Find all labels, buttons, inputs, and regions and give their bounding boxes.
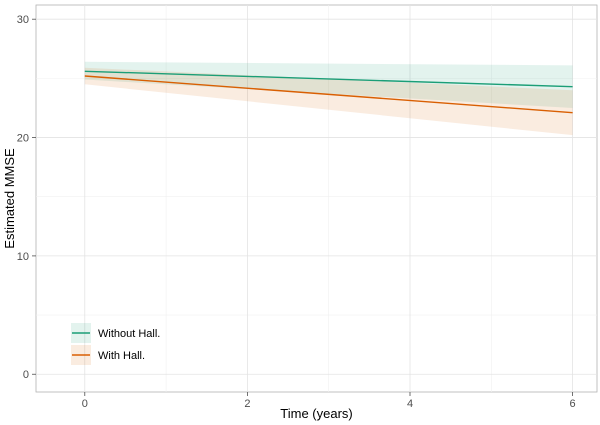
ci-ribbon-0: [84, 61, 573, 108]
legend-label: With Hall.: [98, 350, 145, 362]
x-tick-label: 6: [570, 398, 576, 410]
y-tick-label: 20: [17, 133, 29, 145]
legend: Without Hall. With Hall.: [71, 323, 160, 365]
x-tick-label: 0: [82, 398, 88, 410]
y-tick-label: 30: [17, 14, 29, 26]
x-tick-label: 4: [407, 398, 413, 410]
legend-label: Without Hall.: [98, 328, 160, 340]
series-line-0: [84, 70, 573, 88]
grid: [36, 5, 597, 392]
series-lines: [84, 70, 573, 114]
axis-ticks: 0 2 4 6 0 10 20 30: [17, 14, 576, 410]
y-tick-label: 0: [23, 369, 29, 381]
y-tick-label: 10: [17, 251, 29, 263]
series-line-1: [84, 75, 573, 114]
plot-panel: [35, 4, 598, 393]
y-axis-title: Estimated MMSE: [2, 148, 17, 249]
x-axis-title: Time (years): [280, 406, 352, 421]
x-tick-label: 2: [244, 398, 250, 410]
